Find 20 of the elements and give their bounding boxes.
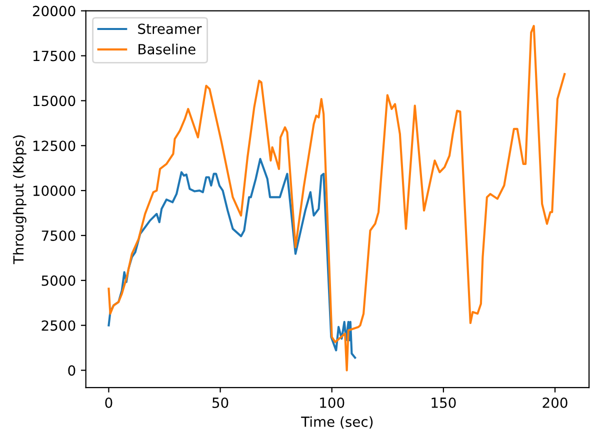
line-series [108,158,356,359]
line-series [108,24,566,372]
legend-label: Baseline [138,44,196,54]
x-tick-label: 200 [542,398,568,408]
x-tick-label: 0 [105,398,112,408]
x-tick-label: 50 [212,398,228,408]
y-tick-label: 5000 [42,275,76,286]
y-tick-label: 7500 [42,230,76,241]
y-tick-label: 10000 [33,186,76,196]
legend-label: Streamer [138,24,202,34]
y-tick-label: 12500 [33,140,76,152]
x-tick-label: 100 [320,398,344,408]
x-axis-title: Time (sec) [301,416,373,429]
y-tick-label: 2500 [42,320,76,331]
y-tick-label: 20000 [32,6,76,16]
y-axis-title: Throughput (Kbps) [12,135,26,264]
x-tick-label: 150 [432,398,456,408]
y-tick-label: 17500 [33,50,76,62]
y-tick-label: 0 [68,365,76,376]
y-tick-label: 15000 [33,96,76,106]
